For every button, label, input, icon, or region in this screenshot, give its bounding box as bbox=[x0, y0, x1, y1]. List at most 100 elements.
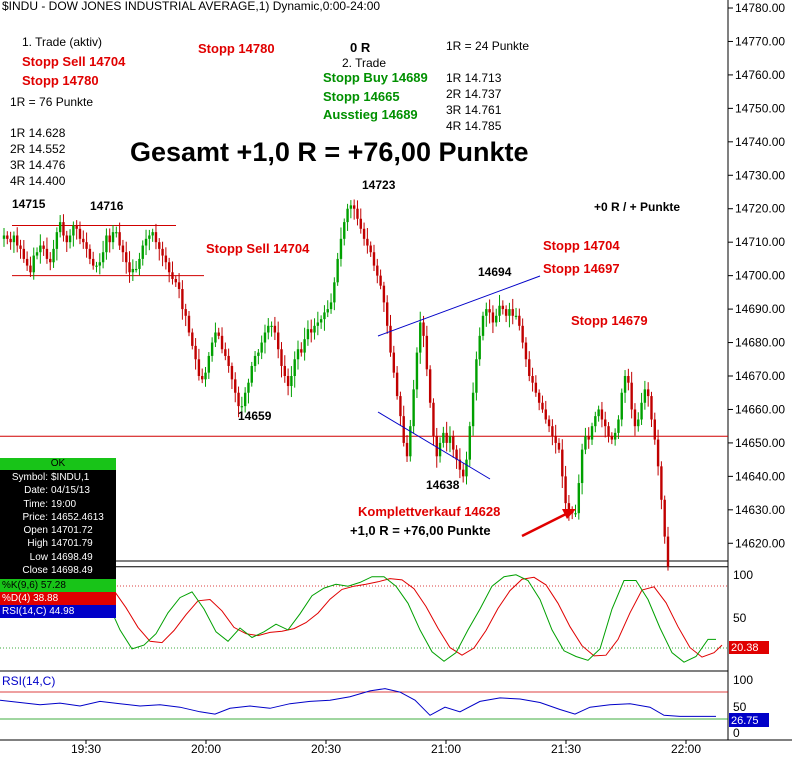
candle-body bbox=[138, 258, 141, 269]
price-tick-label: 14670.00 bbox=[735, 369, 785, 383]
candle-body bbox=[201, 376, 204, 380]
candle-body bbox=[303, 339, 306, 353]
rsi-title: RSI(14,C) bbox=[2, 674, 55, 688]
price-tick-label: 14620.00 bbox=[735, 536, 785, 550]
candle-body bbox=[395, 372, 399, 397]
candle-body bbox=[336, 258, 339, 283]
candle-body bbox=[177, 282, 181, 290]
candle-body bbox=[134, 268, 138, 271]
info-key: Time: bbox=[23, 498, 48, 510]
candle-body bbox=[290, 376, 293, 387]
candle-body bbox=[455, 449, 458, 460]
candle-body bbox=[276, 332, 280, 350]
price-label-14638: 14638 bbox=[426, 478, 460, 492]
info-status: OK bbox=[0, 458, 116, 470]
candle-body bbox=[85, 242, 88, 249]
candle-body bbox=[643, 389, 647, 403]
stoch-value: 20.38 bbox=[731, 642, 759, 654]
trade1-target-4r: 4R 14.400 bbox=[10, 174, 66, 188]
trade2-stopp: Stopp 14665 bbox=[323, 89, 400, 104]
candle-body bbox=[319, 319, 323, 323]
candle-body bbox=[574, 513, 577, 515]
candle-body bbox=[217, 332, 220, 336]
candle-body bbox=[230, 365, 234, 380]
info-value: 14698.49 bbox=[51, 551, 93, 563]
candle-body bbox=[243, 392, 247, 407]
info-value: 19:00 bbox=[51, 498, 77, 510]
candle-body bbox=[42, 245, 45, 249]
candle-body bbox=[240, 406, 244, 408]
candle-body bbox=[485, 309, 488, 316]
info-rows: Symbol: $INDU,1 Date: 04/15/13 Time: 19:00 … bbox=[0, 470, 116, 580]
stopp-14704: Stopp 14704 bbox=[543, 238, 620, 253]
rsi-value-badge bbox=[729, 713, 769, 727]
candle-body bbox=[224, 349, 227, 356]
candle-body bbox=[379, 275, 382, 286]
candle-body bbox=[461, 469, 465, 477]
candle-body bbox=[88, 248, 92, 259]
chart-title: $INDU - DOW JONES INDUSTRIAL AVERAGE,1) … bbox=[2, 0, 380, 13]
info-key: Low bbox=[29, 551, 48, 563]
candle-body bbox=[349, 205, 353, 209]
info-panel: OK Symbol: $INDU,1 Date: 04/15/13 Time: 19:… bbox=[0, 458, 116, 619]
candle-body bbox=[16, 235, 19, 246]
candle-body bbox=[45, 248, 49, 259]
candle-body bbox=[6, 235, 9, 239]
candle-body bbox=[263, 332, 267, 343]
candle-body bbox=[597, 409, 600, 417]
candle-body bbox=[561, 449, 564, 477]
trade2-r: 1R = 24 Punkte bbox=[446, 39, 529, 53]
candle-body bbox=[313, 325, 316, 333]
candle-body bbox=[207, 355, 211, 373]
candle-body bbox=[161, 248, 164, 256]
candle-body bbox=[95, 265, 98, 267]
candle-body bbox=[148, 235, 151, 239]
stoch-value-badge bbox=[729, 641, 769, 654]
candle-body bbox=[422, 322, 425, 336]
candle-body bbox=[653, 419, 656, 440]
info-row: High 14701.79 bbox=[0, 537, 116, 550]
price-label-14715: 14715 bbox=[12, 197, 46, 211]
candle-body bbox=[428, 369, 432, 403]
candle-body bbox=[587, 436, 590, 440]
candle-body bbox=[58, 222, 62, 233]
info-value: 04/15/13 bbox=[51, 485, 90, 497]
candle-body bbox=[32, 255, 35, 273]
stopp-14697: Stopp 14697 bbox=[543, 261, 620, 276]
candle-body bbox=[293, 359, 296, 376]
candle-body bbox=[366, 238, 369, 246]
candle-body bbox=[121, 245, 125, 253]
candle-body bbox=[144, 238, 148, 246]
candle-body bbox=[111, 232, 115, 243]
candle-body bbox=[250, 365, 253, 383]
candle-body bbox=[267, 325, 270, 333]
candle-body bbox=[518, 315, 521, 326]
arrow-icon bbox=[521, 509, 576, 538]
trade2-target-3r: 3R 14.761 bbox=[446, 103, 502, 117]
candle-body bbox=[409, 426, 412, 457]
info-key: Close bbox=[22, 565, 48, 577]
candle-body bbox=[382, 285, 386, 303]
candle-body bbox=[158, 242, 161, 249]
candle-body bbox=[326, 309, 329, 313]
candle-body bbox=[323, 312, 326, 320]
price-tick-label: 14700.00 bbox=[735, 269, 785, 283]
candle-body bbox=[376, 265, 379, 276]
candle-body bbox=[402, 416, 405, 443]
candle-body bbox=[557, 442, 561, 450]
rsi-tick-50: 50 bbox=[733, 700, 747, 714]
candle-body bbox=[501, 305, 505, 310]
candle-body bbox=[154, 232, 158, 243]
candle-body bbox=[617, 419, 620, 433]
candle-body bbox=[105, 235, 108, 253]
candle-body bbox=[184, 309, 187, 316]
candle-body bbox=[214, 332, 217, 343]
trade2-exit: Ausstieg 14689 bbox=[323, 107, 418, 122]
time-tick-label: 20:30 bbox=[311, 742, 341, 756]
rsi-line bbox=[0, 688, 716, 717]
candle-body bbox=[260, 342, 263, 353]
candle-body bbox=[29, 265, 32, 273]
candle-body bbox=[101, 252, 105, 263]
candle-body bbox=[68, 235, 72, 243]
